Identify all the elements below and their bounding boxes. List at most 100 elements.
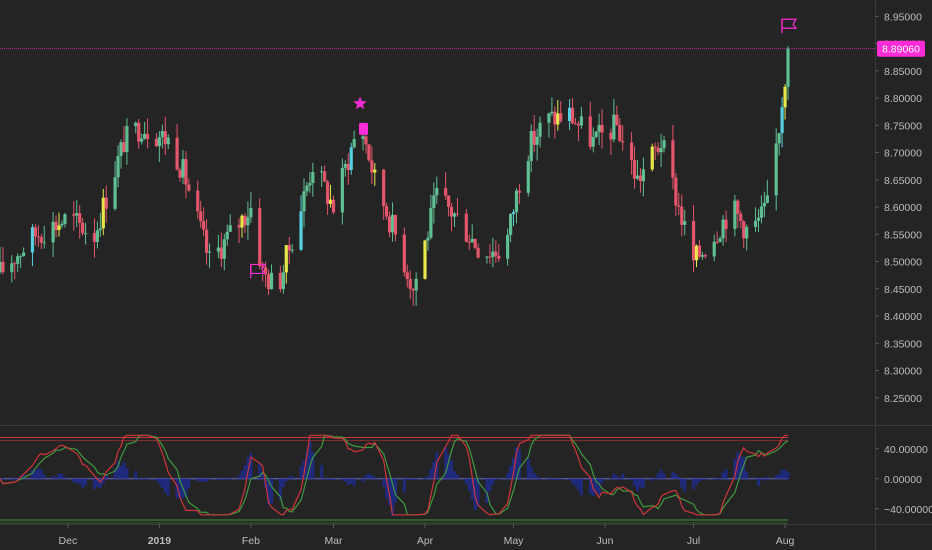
candle-body (621, 141, 625, 143)
osc-histogram-bar (715, 478, 719, 480)
candle-body (202, 221, 206, 230)
osc-histogram-bar (302, 460, 306, 479)
osc-histogram-bar (700, 478, 704, 480)
candle-body (199, 211, 203, 222)
osc-histogram-bar (762, 478, 766, 481)
candle-body (405, 272, 409, 279)
candle-body (609, 132, 613, 140)
osc-histogram-bar (621, 473, 625, 479)
osc-histogram-bar (721, 472, 725, 479)
flag-marker (781, 18, 798, 34)
osc-histogram-bar (393, 478, 397, 503)
osc-histogram-bar (506, 472, 510, 479)
osc-histogram-bar (408, 478, 412, 480)
candle-body (95, 230, 99, 243)
oscillator-panel[interactable] (0, 425, 932, 524)
candle-body (703, 255, 707, 257)
oscillator-axis[interactable]: 40.00000 0.00000 −40.00000 (875, 444, 932, 516)
osc-histogram-bar (447, 454, 451, 479)
osc-histogram-bar (497, 478, 501, 480)
candle-body (508, 214, 513, 235)
candle-body (514, 190, 519, 213)
osc-histogram-bar (267, 478, 271, 505)
osc-histogram-bar (733, 459, 737, 479)
candle-body (305, 185, 309, 192)
price-tick-label: 8.60000 (884, 202, 922, 214)
candle-body (264, 267, 268, 275)
candle-body (641, 169, 645, 182)
osc-tick-label: 40.00000 (884, 444, 928, 456)
candle-body (60, 223, 64, 226)
osc-histogram-bar (349, 478, 353, 485)
time-tick-label: Dec (59, 535, 78, 547)
candle-body (281, 272, 285, 290)
candle-body (739, 213, 743, 222)
candle-body (683, 221, 687, 225)
osc-tick-label: 0.00000 (884, 474, 922, 486)
osc-histogram-bar (568, 478, 572, 480)
osc-histogram-bar (618, 478, 622, 480)
osc-histogram-bar (754, 477, 758, 479)
candle-body (104, 197, 108, 209)
candle-body (166, 137, 170, 145)
osc-histogram-bar (225, 478, 229, 480)
candle-body (92, 233, 97, 243)
candle-body (765, 195, 769, 203)
osc-histogram-bar (635, 478, 639, 492)
osc-histogram-bar (765, 476, 769, 479)
candle-body (680, 206, 684, 225)
osc-histogram-bar (137, 477, 141, 479)
candle-body (178, 169, 182, 178)
osc-histogram-bar (175, 478, 179, 499)
candle-body (98, 228, 102, 231)
candle-body (529, 130, 533, 162)
osc-histogram-bar (81, 478, 85, 489)
price-panel[interactable] (0, 45, 875, 306)
osc-histogram-bar (1, 478, 5, 480)
candle-body (535, 136, 539, 145)
candle-body (476, 247, 480, 258)
price-axis[interactable]: 8.950008.900008.850008.800008.750008.700… (875, 0, 925, 550)
candle-body (718, 238, 722, 242)
candle-body (352, 139, 356, 148)
osc-histogram-bar (494, 478, 498, 480)
osc-histogram-bar (600, 478, 604, 484)
osc-histogram-bar (703, 478, 707, 480)
osc-histogram-bar (92, 478, 96, 490)
osc-histogram-bar (609, 477, 613, 479)
osc-histogram-bar (187, 478, 191, 489)
candle-body (576, 124, 581, 126)
osc-histogram-bar (364, 475, 368, 479)
osc-histogram-bar (119, 465, 123, 479)
price-tick-label: 8.75000 (884, 120, 922, 132)
candle-body (116, 155, 120, 178)
osc-histogram-bar (157, 478, 161, 484)
osc-histogram-bar (270, 478, 274, 504)
candle-body (119, 142, 123, 156)
osc-histogram-bar (550, 478, 554, 480)
candle-body (364, 136, 368, 145)
candle-body (311, 172, 315, 184)
candle-body (83, 233, 88, 235)
candle-body (249, 208, 253, 218)
candle-body (429, 208, 433, 238)
osc-histogram-bar (630, 478, 634, 480)
time-axis[interactable]: Dec 2019 Feb Mar Apr May Jun Jul Aug (0, 524, 932, 547)
osc-histogram-bar (57, 473, 61, 479)
osc-histogram-bar (385, 478, 389, 499)
signal-markers (250, 18, 798, 279)
osc-histogram-bar (695, 478, 699, 485)
candle-body (134, 122, 138, 127)
candle-body (485, 256, 489, 258)
osc-histogram-bar (674, 473, 678, 479)
candle-body (446, 195, 451, 207)
candle-body (736, 200, 740, 214)
candle-body (423, 240, 427, 279)
osc-histogram-bar (36, 468, 40, 479)
candle-body (216, 247, 220, 252)
osc-histogram-bar (774, 475, 778, 479)
candle-body (287, 245, 291, 251)
osc-histogram-bar (98, 478, 102, 489)
osc-histogram-bar (116, 460, 120, 479)
